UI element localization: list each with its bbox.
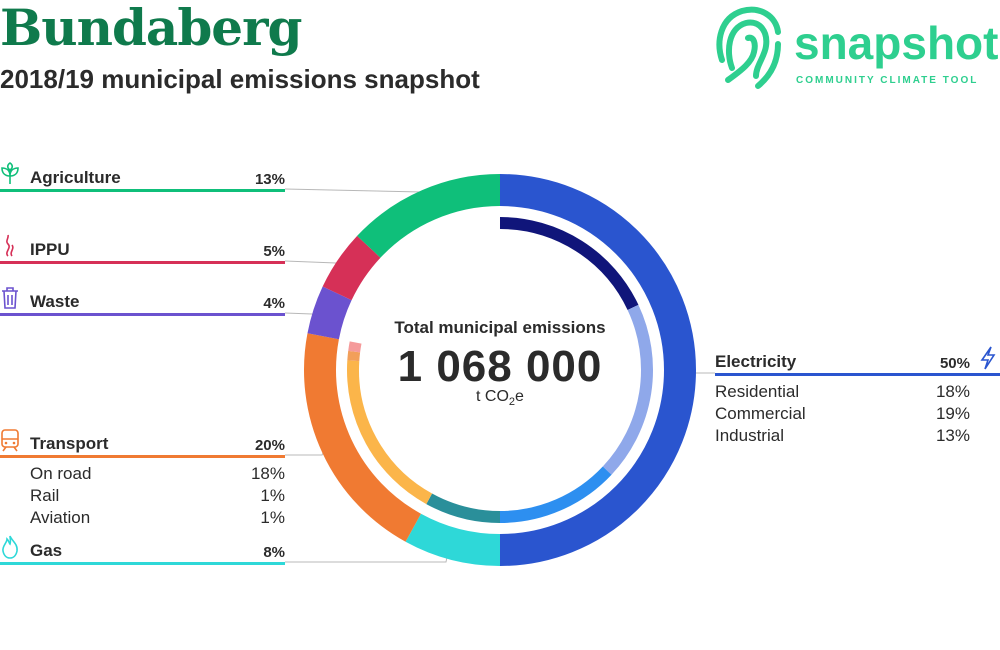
leader-gas [285,551,449,563]
legend-transport-sub-onroad: On road 18% [30,464,285,486]
snapshot-logo: snapshot COMMUNITY CLIMATE TOOL [712,2,1000,92]
train-icon [1,429,19,452]
sub-label: Residential [715,382,800,401]
lightning-bolt-icon [980,346,996,370]
sub-label: Rail [30,486,60,505]
inner-ring [347,217,653,523]
legend-agriculture-pct: 13% [254,171,285,188]
legend-ippu-line [0,261,285,264]
slice-electricity [499,174,696,566]
legend-gas-line [0,562,285,565]
legend-transport-line [0,455,285,458]
legend-agriculture: Agriculture 13% [0,158,285,192]
legend-agriculture-label: Agriculture [30,168,121,187]
unit-subscript: 2 [508,396,516,409]
legend-electricity-pct: 50% [939,355,970,372]
legend-electricity-sub-residential: Residential 18% [715,382,970,404]
slice-transport [304,333,422,542]
legend-transport-sub-aviation: Aviation 1% [30,508,285,530]
legend-electricity-sub-commercial: Commercial 19% [715,404,970,426]
subslice-electricity-commercial [602,304,653,475]
slice-agriculture [357,174,501,258]
subslice-transport-on-road [347,360,433,505]
total-unit: t CO2e [345,388,655,408]
legend-waste-label: Waste [30,292,80,311]
flame-icon [2,535,18,559]
legend-gas-pct: 8% [263,544,285,561]
legend-ippu-label: IPPU [30,240,70,259]
sub-label: Aviation [30,508,91,527]
legend-gas: Gas 8% [0,531,285,565]
legend-agriculture-line [0,189,285,192]
legend-electricity-label: Electricity [715,352,797,371]
logo-wordmark: snapshot [794,17,999,69]
legend-ippu-pct: 5% [263,243,285,260]
legend-waste: Waste 4% [0,282,285,316]
sub-pct: 18% [250,464,285,483]
trash-bin-icon [2,287,18,309]
donut-center: Total municipal emissions 1 068 000 t CO… [345,318,655,408]
smoke-icon [6,234,14,257]
legend-electricity-line [715,373,1000,376]
legend-electricity: Electricity 50% [715,342,1000,376]
slice-ippu [322,235,381,301]
fingerprint-logo-icon [716,6,781,89]
unit-suffix: e [515,388,524,405]
sub-label: On road [30,464,92,483]
sub-label: Commercial [715,404,806,423]
page-title: Bundaberg [0,0,302,57]
legend-transport: Transport 20% [0,424,285,458]
leader-transport [285,447,327,456]
leader-ippu [284,260,341,269]
outer-ring [304,174,696,566]
total-value: 1 068 000 [397,342,603,391]
legend-transport-label: Transport [30,434,109,453]
subslice-gas-gas [426,493,501,523]
legend-ippu: IPPU 5% [0,230,285,264]
leader-agriculture [284,188,425,199]
logo-tagline: COMMUNITY CLIMATE TOOL [796,75,979,86]
legend-electricity-sub-industrial: Industrial 13% [715,426,970,448]
legend-waste-pct: 4% [263,295,285,312]
page-subtitle: 2018/19 municipal emissions snapshot [0,64,480,94]
sub-pct: 1% [260,508,285,527]
sub-pct: 13% [935,426,970,445]
unit-prefix: t CO [476,388,509,405]
sub-label: Industrial [715,426,784,445]
sub-pct: 1% [260,486,285,505]
legend-transport-pct: 20% [254,437,285,454]
legend-gas-label: Gas [30,541,63,560]
subslice-transport-aviation [348,341,362,353]
total-label: Total municipal emissions [394,318,606,337]
sub-pct: 18% [935,382,970,401]
legend-waste-line [0,313,285,316]
slice-waste [307,286,352,340]
slice-gas [405,513,501,566]
sub-pct: 19% [935,404,970,423]
subslice-electricity-industrial [499,466,612,523]
legend-transport-sub-rail: Rail 1% [30,486,285,508]
leaf-icon [1,162,19,184]
subslice-transport-rail [347,350,361,362]
subslice-electricity-residential [499,217,639,310]
